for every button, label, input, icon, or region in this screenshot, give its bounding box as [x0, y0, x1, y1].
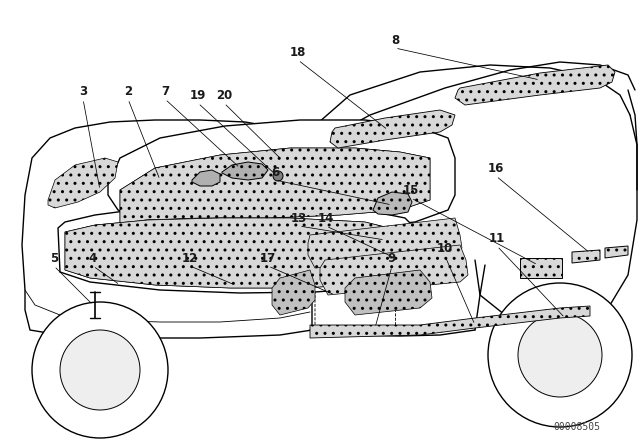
Polygon shape: [65, 218, 405, 288]
Polygon shape: [330, 110, 455, 148]
Polygon shape: [65, 218, 405, 288]
Text: 8: 8: [391, 34, 399, 47]
Text: 19: 19: [190, 89, 206, 102]
Text: 13: 13: [291, 211, 307, 224]
Text: 4: 4: [89, 251, 97, 264]
Text: 7: 7: [161, 85, 169, 98]
Circle shape: [488, 283, 632, 427]
Polygon shape: [120, 148, 430, 225]
Polygon shape: [320, 245, 468, 295]
Text: 15: 15: [403, 184, 419, 197]
Text: 18: 18: [290, 46, 306, 59]
Polygon shape: [455, 65, 615, 105]
Polygon shape: [605, 246, 628, 258]
Polygon shape: [108, 120, 455, 230]
Text: 20: 20: [216, 89, 232, 102]
Text: 6: 6: [271, 165, 279, 178]
Polygon shape: [22, 120, 312, 338]
Polygon shape: [373, 192, 412, 215]
Text: 17: 17: [260, 251, 276, 264]
Text: 00008505: 00008505: [553, 422, 600, 432]
Circle shape: [60, 330, 140, 410]
Polygon shape: [345, 270, 432, 315]
Polygon shape: [120, 148, 430, 225]
Polygon shape: [520, 258, 562, 278]
Polygon shape: [308, 218, 462, 268]
Text: 10: 10: [437, 241, 453, 254]
Text: 2: 2: [124, 85, 132, 98]
Text: 9: 9: [388, 251, 396, 264]
Text: 12: 12: [182, 251, 198, 264]
Text: 14: 14: [318, 211, 334, 224]
Circle shape: [32, 302, 168, 438]
Circle shape: [518, 313, 602, 397]
Circle shape: [273, 171, 283, 181]
Polygon shape: [272, 270, 315, 315]
Polygon shape: [310, 306, 590, 338]
Polygon shape: [222, 162, 268, 180]
Polygon shape: [48, 158, 118, 208]
Text: 16: 16: [488, 161, 504, 175]
Polygon shape: [192, 170, 220, 186]
Polygon shape: [58, 206, 415, 293]
Text: 11: 11: [489, 232, 505, 245]
Polygon shape: [572, 250, 600, 263]
Text: 5: 5: [50, 251, 58, 264]
Text: 3: 3: [79, 85, 87, 98]
